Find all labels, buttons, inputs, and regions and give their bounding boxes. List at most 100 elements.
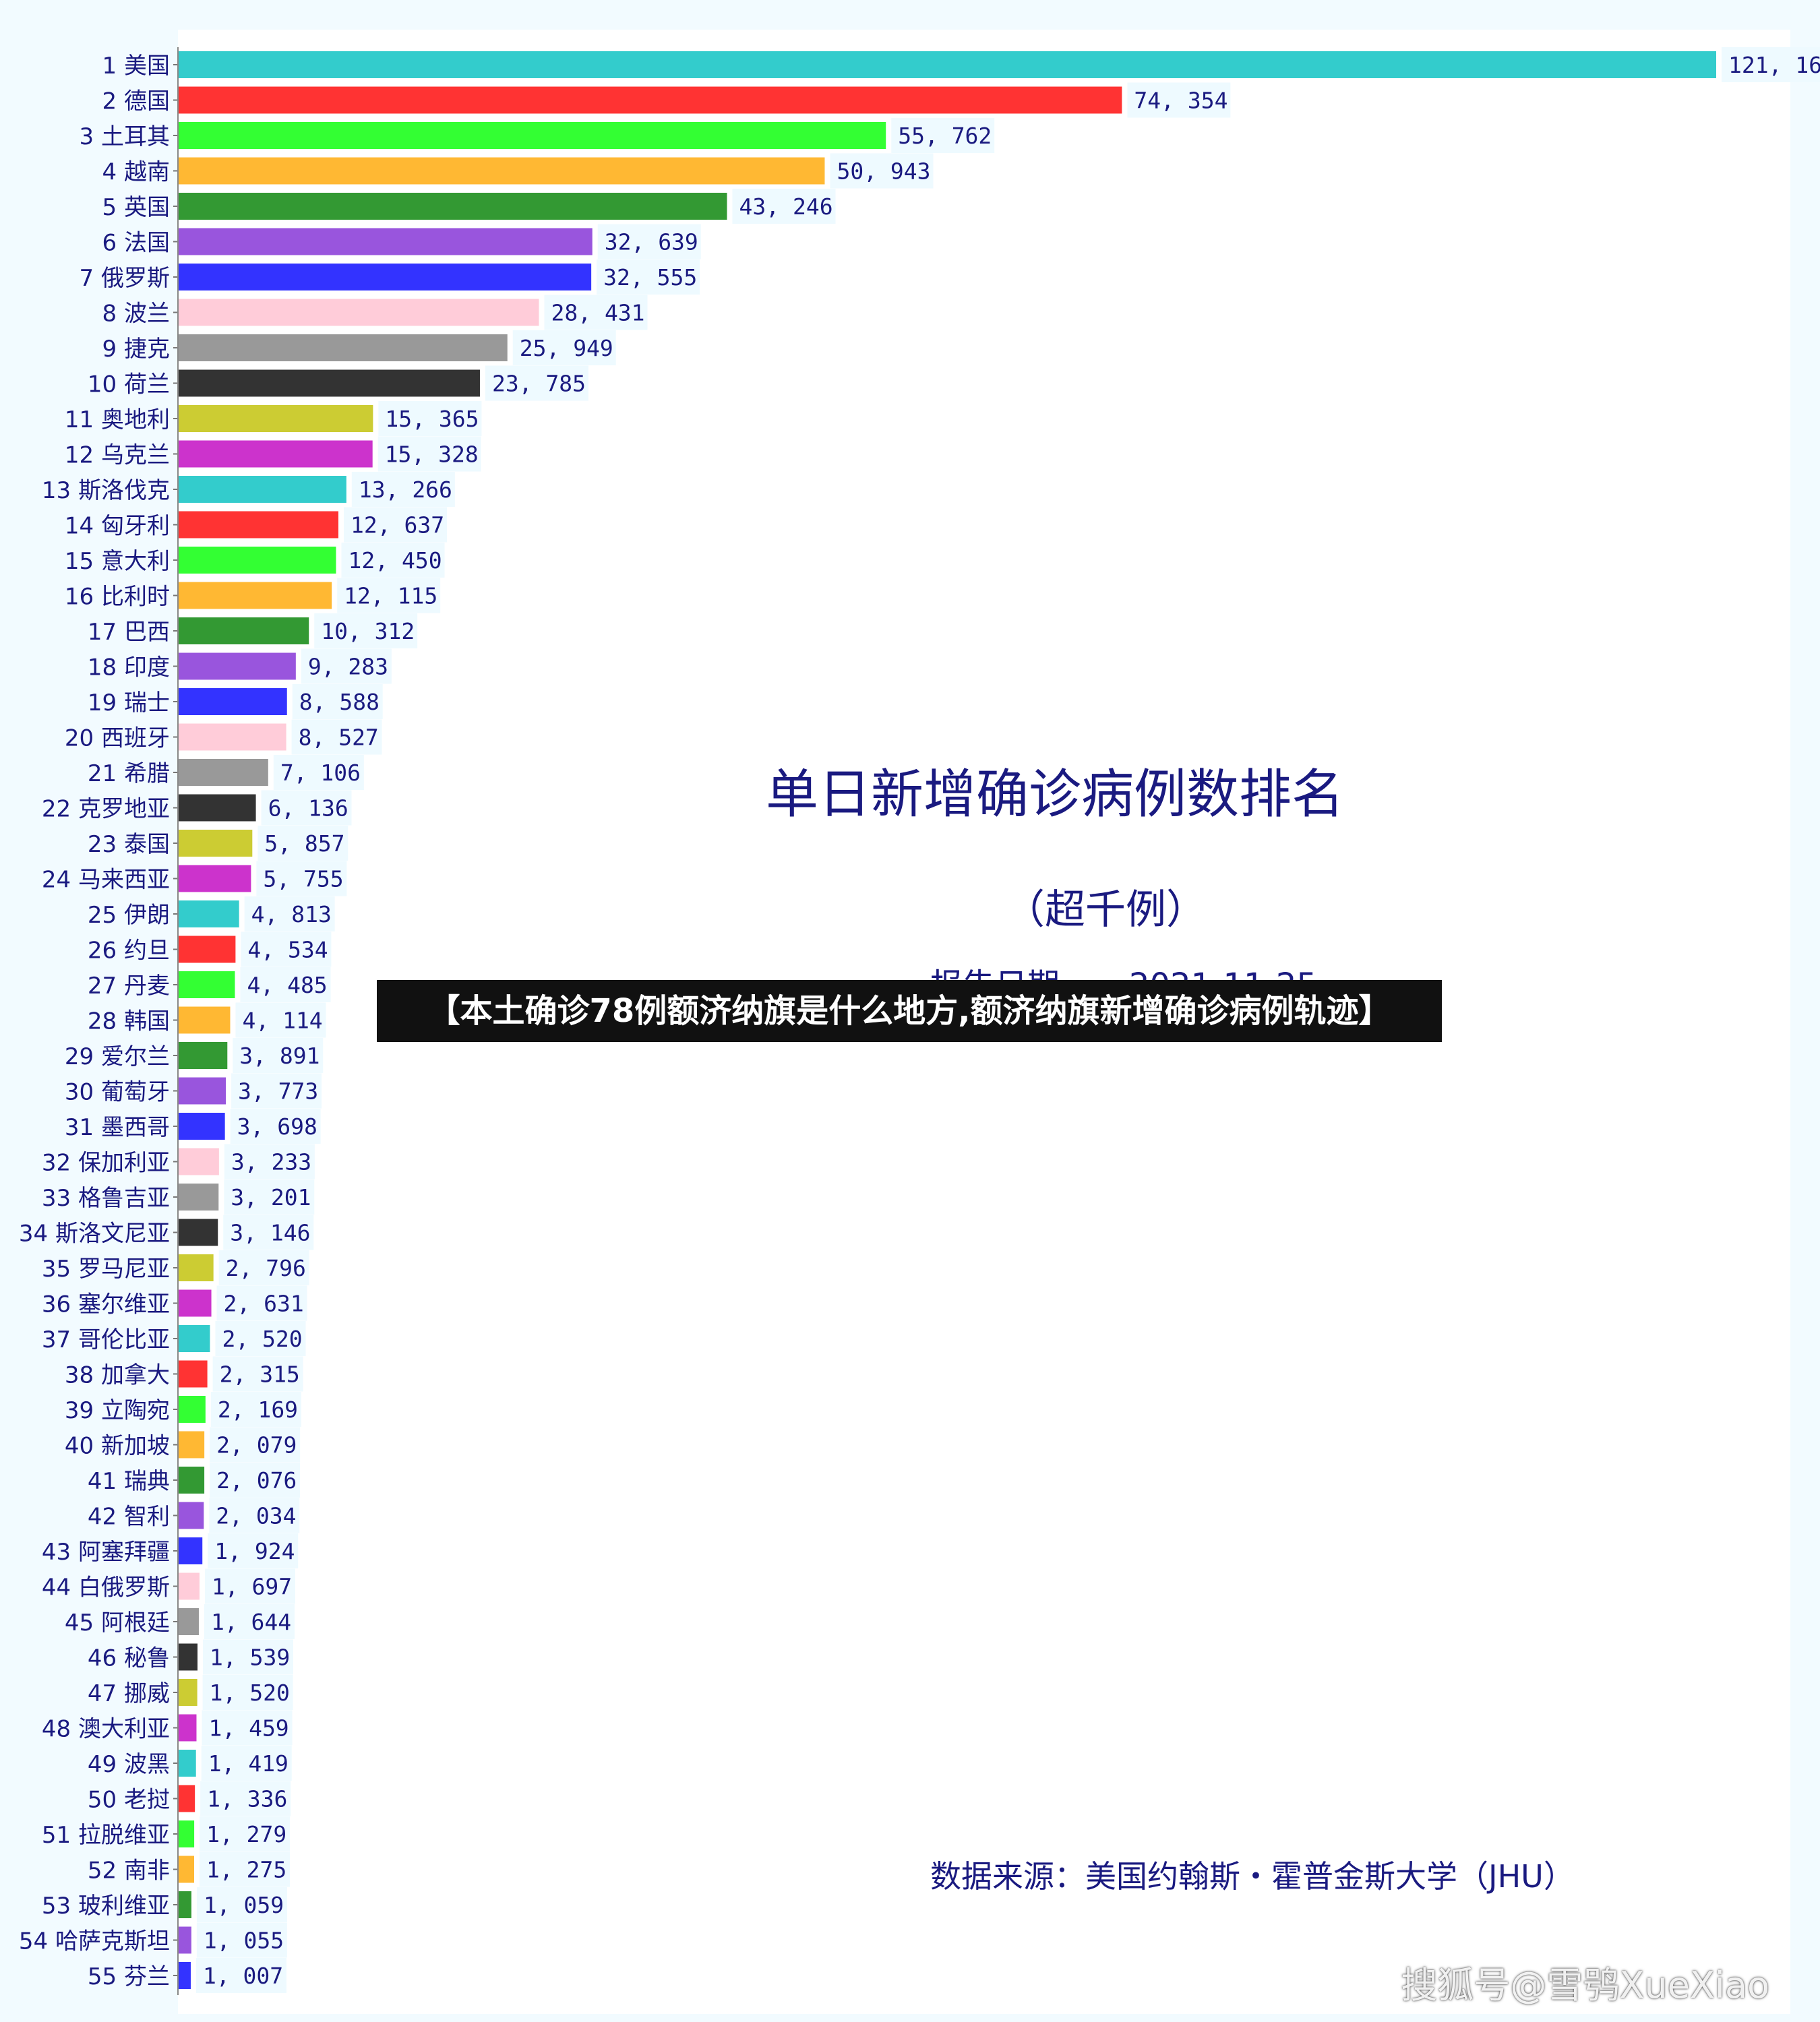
- value-label: 43, 246: [739, 193, 833, 220]
- category-label: 2 德国: [102, 88, 170, 115]
- value-label-bg: [291, 719, 382, 755]
- value-label-bg: [261, 790, 352, 826]
- bar: [178, 794, 256, 822]
- category-label: 17 巴西: [88, 619, 170, 646]
- category-label: 18 印度: [88, 654, 170, 681]
- value-label-bg: [244, 896, 335, 931]
- category-label: 39 立陶宛: [65, 1397, 170, 1424]
- category-label: 24 马来西亚: [42, 867, 170, 894]
- value-label-bg: [233, 1038, 324, 1073]
- value-label: 55, 762: [898, 123, 992, 149]
- category-label: 35 罗马尼亚: [42, 1256, 170, 1283]
- value-label: 1, 697: [212, 1574, 292, 1600]
- value-label-bg: [241, 931, 332, 967]
- category-label: 48 澳大利亚: [42, 1716, 170, 1743]
- category-label: 32 保加利亚: [42, 1150, 170, 1177]
- category-label: 46 秘鲁: [88, 1645, 170, 1672]
- value-label-bg: [351, 472, 455, 507]
- category-label: 45 阿根廷: [65, 1610, 170, 1636]
- category-label: 15 意大利: [65, 548, 170, 575]
- value-label-bg: [337, 578, 441, 613]
- category-label: 25 伊朗: [88, 902, 170, 929]
- bar: [178, 405, 373, 432]
- category-label: 41 瑞典: [88, 1468, 170, 1495]
- bar: [178, 1184, 219, 1211]
- value-label-bg: [209, 1498, 300, 1533]
- value-label-bg: [891, 118, 995, 153]
- value-label: 8, 527: [299, 725, 379, 751]
- bar: [178, 1679, 198, 1706]
- value-label: 121, 163: [1728, 52, 1820, 78]
- value-label: 3, 146: [230, 1220, 310, 1246]
- value-label: 2, 631: [224, 1291, 304, 1317]
- value-label: 1, 279: [206, 1821, 286, 1847]
- bar: [178, 865, 251, 892]
- bar: [178, 1325, 210, 1352]
- value-label-bg: [257, 826, 348, 861]
- bar: [178, 193, 727, 220]
- value-label: 1, 459: [208, 1715, 289, 1742]
- bar: [178, 1077, 226, 1105]
- bar: [178, 1148, 219, 1175]
- bar: [178, 440, 373, 468]
- value-label-bg: [544, 295, 648, 330]
- value-label-bg: [235, 1002, 326, 1038]
- bar: [178, 759, 268, 786]
- value-label-bg: [215, 1321, 306, 1356]
- bar: [178, 971, 235, 998]
- value-label: 10, 312: [321, 618, 415, 644]
- value-label: 1, 059: [204, 1892, 284, 1918]
- category-label: 4 越南: [102, 159, 170, 186]
- value-label: 74, 354: [1134, 88, 1227, 114]
- value-label-bg: [314, 613, 418, 648]
- value-label: 12, 637: [351, 512, 444, 539]
- value-label-bg: [377, 436, 481, 472]
- value-label-bg: [195, 1958, 286, 1993]
- category-label: 10 荷兰: [88, 371, 170, 398]
- value-label: 1, 007: [203, 1963, 283, 1989]
- value-label: 2, 079: [216, 1432, 297, 1459]
- bar: [178, 1360, 208, 1388]
- chart-title: 单日新增确诊病例数排名: [766, 764, 1344, 825]
- watermark: 搜狐号@雪鸮XueXiao: [1401, 1964, 1769, 2006]
- bar: [178, 617, 309, 644]
- value-label-bg: [200, 1851, 291, 1887]
- bar: [178, 334, 508, 361]
- bar: [178, 369, 480, 397]
- value-label: 1, 419: [208, 1750, 289, 1777]
- value-label: 9, 283: [308, 654, 388, 680]
- bar: [178, 582, 332, 609]
- category-label: 37 哥伦比亚: [42, 1326, 170, 1353]
- value-label: 1, 336: [207, 1786, 287, 1812]
- bar: [178, 299, 539, 326]
- value-label: 50, 943: [837, 158, 930, 185]
- category-label: 44 白俄罗斯: [42, 1574, 170, 1601]
- value-label-bg: [204, 1568, 295, 1604]
- bar: [178, 1820, 195, 1847]
- value-label-bg: [216, 1285, 307, 1321]
- bar: [178, 830, 253, 857]
- value-label-bg: [830, 153, 934, 189]
- value-label: 3, 773: [238, 1078, 318, 1105]
- value-label-bg: [196, 1887, 287, 1922]
- value-label: 28, 431: [551, 300, 644, 326]
- bar: [178, 1006, 231, 1034]
- category-label: 6 法国: [102, 230, 170, 257]
- bar: [178, 1113, 225, 1140]
- value-label: 3, 233: [231, 1149, 311, 1175]
- category-label: 53 玻利维亚: [42, 1893, 170, 1920]
- value-label-bg: [202, 1710, 293, 1746]
- value-label: 4, 813: [251, 901, 332, 927]
- value-label: 5, 755: [263, 866, 343, 892]
- value-label-bg: [210, 1427, 301, 1463]
- value-label-bg: [732, 189, 836, 224]
- value-label: 12, 115: [344, 583, 437, 609]
- category-label: 31 墨西哥: [65, 1114, 170, 1141]
- category-label: 19 瑞士: [88, 690, 170, 716]
- value-label-bg: [240, 967, 331, 1002]
- bar: [178, 547, 336, 574]
- value-label-bg: [202, 1675, 293, 1710]
- category-label: 20 西班牙: [65, 725, 170, 752]
- category-label: 51 拉脱维亚: [42, 1822, 170, 1849]
